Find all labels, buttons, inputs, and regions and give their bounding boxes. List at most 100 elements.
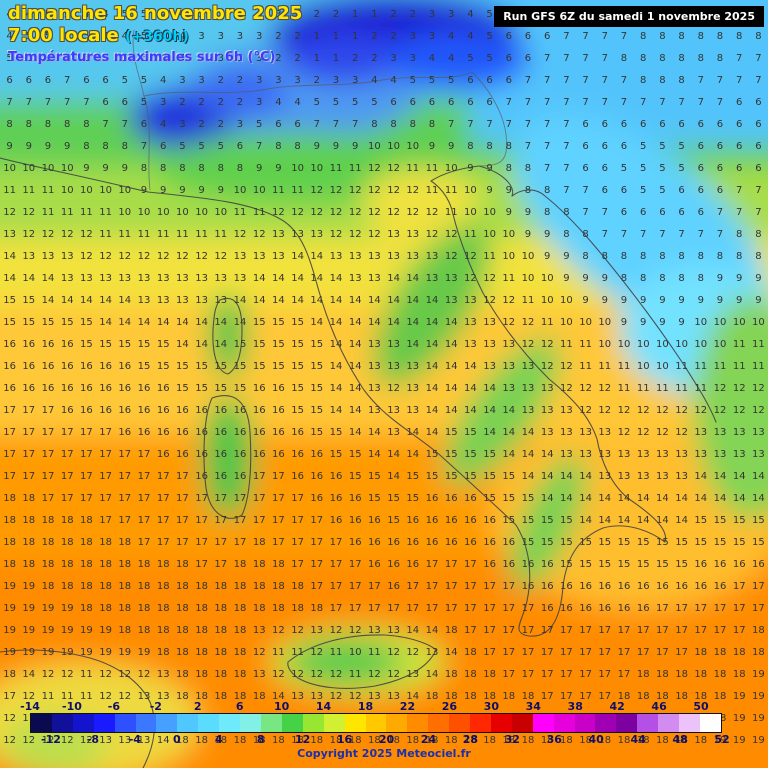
temp-value: 13 (675, 449, 688, 460)
temp-value: 15 (598, 559, 612, 570)
temp-value: 14 (579, 493, 592, 504)
temp-value: 7 (697, 229, 704, 240)
temp-value: 12 (483, 273, 496, 284)
temp-value: 4 (102, 9, 109, 20)
temp-value: 17 (425, 603, 439, 614)
temp-value: 16 (99, 405, 112, 416)
temp-value: 7 (544, 119, 551, 130)
temp-value: 6 (736, 119, 743, 130)
temp-value: 14 (540, 471, 554, 482)
temp-value: 9 (256, 163, 263, 174)
temp-value: 18 (444, 735, 458, 746)
temp-value: 7 (659, 97, 666, 108)
temp-value: 18 (752, 647, 765, 658)
temp-value: 5 (121, 9, 128, 20)
temp-value: 16 (368, 515, 381, 526)
temp-value: 18 (483, 691, 496, 702)
temp-value: 15 (272, 317, 285, 328)
temp-value: 8 (83, 141, 90, 152)
temp-value: 18 (3, 669, 16, 680)
colorbar-tick-label: -2 (149, 700, 162, 713)
temp-value: 17 (540, 625, 554, 636)
temp-value: 2 (198, 97, 205, 108)
temp-value: 14 (3, 273, 16, 284)
temp-value: 17 (444, 603, 458, 614)
temp-value: 17 (214, 559, 228, 570)
temp-value: 15 (22, 295, 36, 306)
temp-value: 18 (444, 625, 458, 636)
temp-value: 17 (656, 603, 669, 614)
sicily-coastline (287, 634, 437, 689)
temp-value: 15 (99, 339, 112, 350)
temp-value: 13 (656, 471, 669, 482)
temp-value: 18 (41, 515, 55, 526)
temp-value: 12 (598, 383, 612, 394)
temp-value: 17 (22, 405, 36, 416)
temp-value: 15 (387, 515, 400, 526)
colorbar-cell (135, 714, 157, 732)
temp-value: 17 (41, 471, 55, 482)
temp-value: 16 (233, 427, 247, 438)
temp-value: 10 (464, 207, 477, 218)
temp-value: 11 (176, 229, 189, 240)
temp-value: 13 (425, 647, 439, 658)
temp-value: 12 (521, 317, 535, 328)
temp-value: 9 (582, 295, 589, 306)
temp-value: 18 (118, 537, 132, 548)
temp-value: 18 (656, 669, 669, 680)
temp-value: 10 (176, 207, 189, 218)
colorbar-cell (407, 714, 429, 732)
temp-value: 12 (521, 339, 535, 350)
temp-value: 11 (272, 185, 285, 196)
temp-value: 9 (6, 141, 13, 152)
temp-value: 18 (214, 647, 228, 658)
colorbar-cell (177, 714, 199, 732)
temp-value: 8 (620, 273, 628, 284)
temp-value: 14 (329, 361, 343, 372)
colorbar-tick-label: 28 (462, 733, 479, 746)
temp-value: 14 (387, 471, 400, 482)
temp-value: 17 (502, 647, 516, 658)
temp-value: 18 (41, 537, 55, 548)
temp-value: 1 (352, 9, 359, 20)
temp-value: 13 (713, 427, 727, 438)
temp-value: 14 (425, 361, 439, 372)
temp-value: 12 (502, 317, 516, 328)
temp-value: 18 (233, 735, 247, 746)
temp-value: 10 (521, 251, 535, 262)
temp-value: 7 (256, 141, 263, 152)
temp-value: 18 (310, 603, 324, 614)
temp-value: 6 (697, 141, 704, 152)
colorbar-tick-label: 34 (525, 700, 541, 713)
temp-value: 17 (694, 625, 708, 636)
temp-value: 11 (41, 691, 55, 702)
temp-value: 5 (640, 141, 647, 152)
temp-value: 16 (99, 361, 112, 372)
temp-value: 17 (464, 603, 477, 614)
temp-value: 14 (329, 295, 343, 306)
temp-value: 14 (406, 625, 420, 636)
temp-value: 16 (233, 405, 247, 416)
temp-value: 7 (736, 185, 743, 196)
temp-value: 12 (540, 361, 554, 372)
temp-value: 8 (640, 31, 647, 42)
temp-value: 18 (252, 559, 266, 570)
temp-value: 6 (601, 185, 608, 196)
temp-value: 4 (179, 53, 186, 64)
temp-value: 12 (425, 207, 439, 218)
temp-value: 15 (176, 361, 189, 372)
temp-value: 14 (329, 273, 343, 284)
temp-value: 1 (332, 31, 340, 42)
temp-value: 7 (448, 119, 455, 130)
temp-value: 18 (3, 559, 16, 570)
temp-value: 16 (195, 471, 208, 482)
temp-value: 15 (579, 559, 592, 570)
temp-value: 17 (176, 515, 189, 526)
temp-value: 7 (582, 97, 589, 108)
temp-value: 13 (540, 405, 554, 416)
temp-value: 17 (329, 581, 343, 592)
temp-value: 5 (352, 97, 359, 108)
temp-value: 9 (544, 251, 551, 262)
temp-value: 16 (137, 427, 151, 438)
temp-value: 13 (387, 229, 400, 240)
